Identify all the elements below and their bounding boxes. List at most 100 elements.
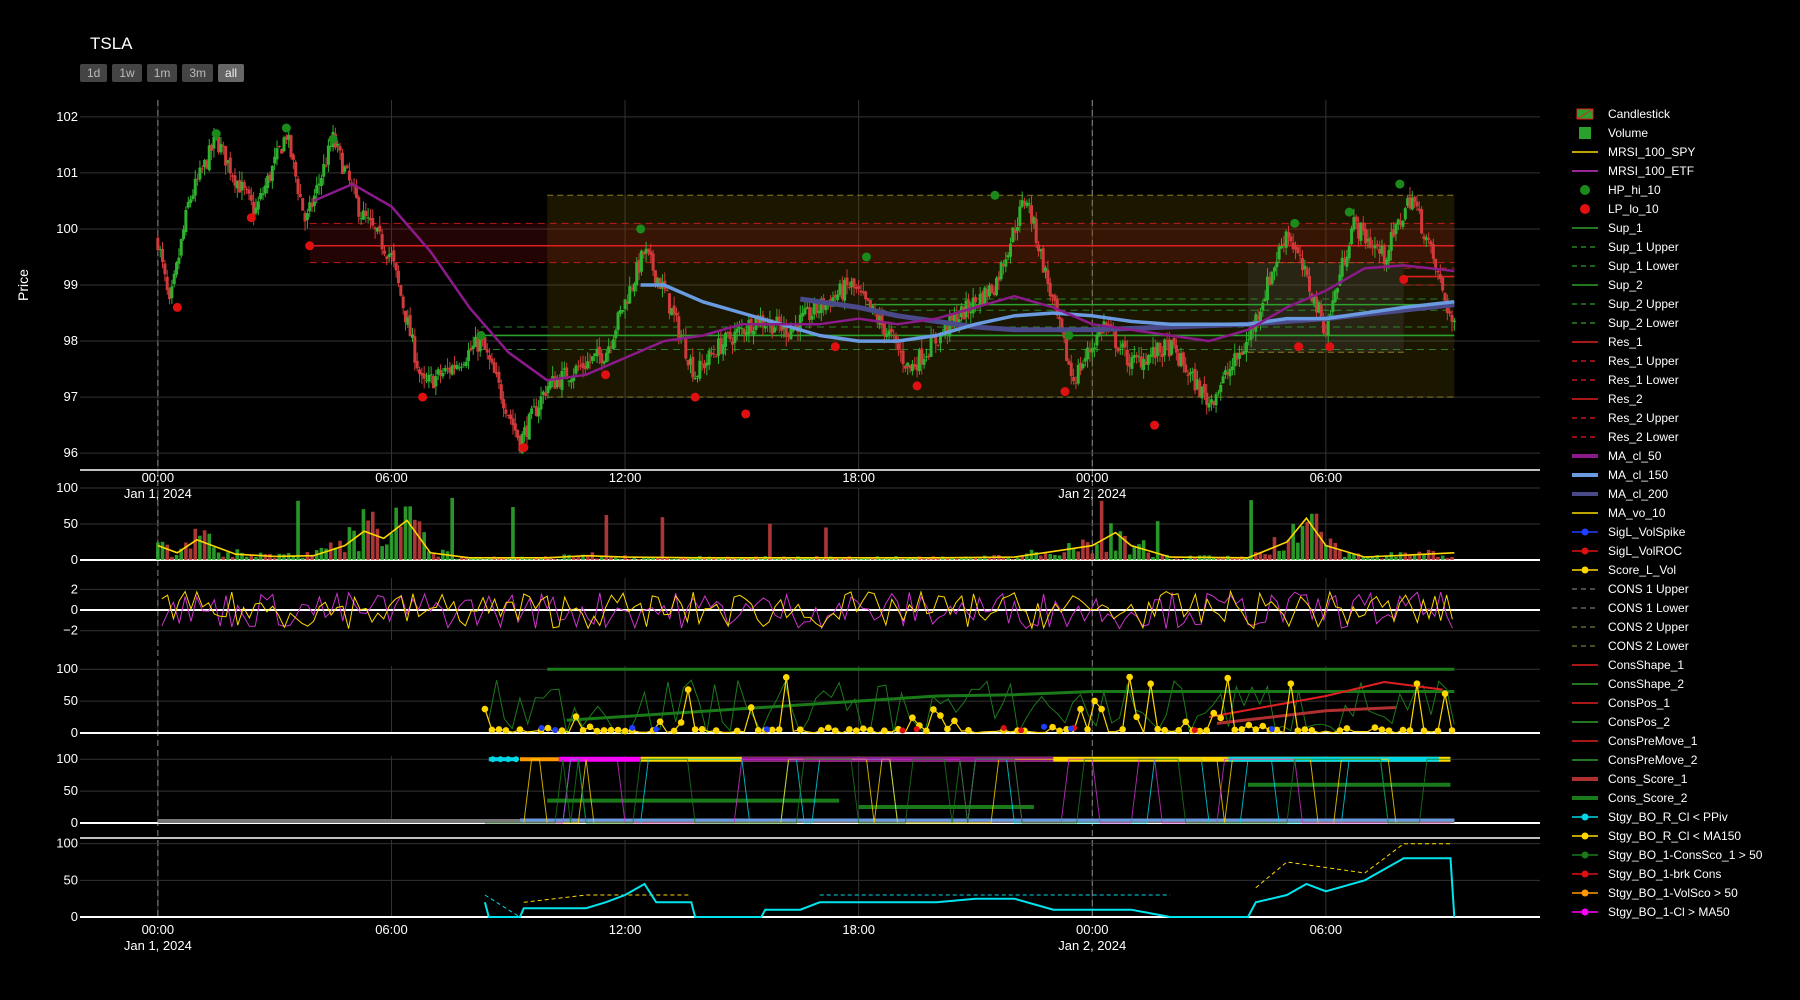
- legend-item[interactable]: ConsPreMove_2: [1572, 750, 1797, 769]
- legend-item[interactable]: SigL_VolROC: [1572, 541, 1797, 560]
- candle-body: [1074, 382, 1078, 384]
- legend-item[interactable]: Res_2 Lower: [1572, 427, 1797, 446]
- x-tick-label: 06:00: [1310, 470, 1343, 485]
- legend-item[interactable]: Res_1 Upper: [1572, 351, 1797, 370]
- legend-item[interactable]: Sup_1 Lower: [1572, 256, 1797, 275]
- candle-body: [1343, 258, 1347, 265]
- candle-body: [1382, 244, 1386, 264]
- legend-item[interactable]: LP_lo_10: [1572, 199, 1797, 218]
- volume-bar: [679, 556, 683, 560]
- candle-body: [172, 273, 176, 285]
- legend-item[interactable]: Cons_Score_2: [1572, 788, 1797, 807]
- candle-body: [1237, 352, 1241, 359]
- legend-item[interactable]: Candlestick: [1572, 104, 1797, 123]
- legend-item[interactable]: ConsPos_1: [1572, 693, 1797, 712]
- range-button-all[interactable]: all: [218, 64, 245, 82]
- candle-body: [1046, 269, 1050, 284]
- candle-body: [843, 280, 847, 301]
- score-l-vol-marker: [860, 725, 867, 732]
- range-button-3m[interactable]: 3m: [182, 64, 214, 82]
- legend-item[interactable]: Cons_Score_1: [1572, 769, 1797, 788]
- x-tick-date: Jan 1, 2024: [124, 486, 192, 501]
- legend-item[interactable]: MA_cl_200: [1572, 484, 1797, 503]
- legend-item[interactable]: CONS 2 Upper: [1572, 617, 1797, 636]
- volume-bar: [950, 557, 954, 560]
- legend-item[interactable]: Res_1 Lower: [1572, 370, 1797, 389]
- legend-item[interactable]: Res_1: [1572, 332, 1797, 351]
- volume-bar: [758, 559, 763, 560]
- volume-bar: [1282, 550, 1286, 560]
- score-l-vol-marker: [768, 726, 776, 734]
- candle-body: [985, 288, 989, 297]
- legend-item[interactable]: MA_cl_150: [1572, 465, 1797, 484]
- candle-body: [670, 308, 674, 316]
- range-button-1d[interactable]: 1d: [80, 64, 108, 82]
- candle-body: [1408, 196, 1412, 209]
- legend-item[interactable]: MRSI_100_SPY: [1572, 142, 1797, 161]
- candle-body: [1027, 203, 1031, 205]
- candle-body: [420, 372, 424, 376]
- legend-item[interactable]: Stgy_BO_R_Cl < MA150: [1572, 826, 1797, 845]
- legend-item[interactable]: MA_cl_50: [1572, 446, 1797, 465]
- volume-bar: [824, 527, 828, 560]
- legend-swatch: [1572, 528, 1598, 535]
- candle-body: [1413, 197, 1417, 202]
- candle-body: [969, 311, 973, 314]
- candle-body: [623, 299, 627, 310]
- legend-item[interactable]: Sup_2 Lower: [1572, 313, 1797, 332]
- score-l-vol-marker: [1406, 727, 1414, 734]
- candle-body: [221, 145, 225, 147]
- legend-item[interactable]: CONS 1 Lower: [1572, 598, 1797, 617]
- legend-item[interactable]: ConsShape_2: [1572, 674, 1797, 693]
- volume-bar: [646, 557, 651, 560]
- candle-body: [301, 198, 305, 211]
- volume-bar: [1384, 555, 1389, 560]
- legend-item[interactable]: SigL_VolSpike: [1572, 522, 1797, 541]
- candle-body: [628, 286, 632, 304]
- legend-item[interactable]: Volume: [1572, 123, 1797, 142]
- legend-label: Res_2: [1608, 391, 1643, 406]
- volume-bar: [1076, 551, 1081, 560]
- score-l-vol-marker: [817, 727, 825, 734]
- legend-item[interactable]: CONS 1 Upper: [1572, 579, 1797, 598]
- range-button-1w[interactable]: 1w: [112, 64, 142, 82]
- score-l-vol-marker: [1203, 727, 1211, 734]
- score-l-vol-marker: [544, 724, 552, 732]
- candle-body: [324, 165, 328, 167]
- legend-item[interactable]: Res_2 Upper: [1572, 408, 1797, 427]
- volume-bar: [772, 558, 777, 560]
- legend-item[interactable]: Stgy_BO_R_Cl < PPiv: [1572, 807, 1797, 826]
- score-l-vol-marker: [733, 727, 741, 735]
- legend-item[interactable]: ConsPos_2: [1572, 712, 1797, 731]
- legend-item[interactable]: Res_2: [1572, 389, 1797, 408]
- legend-item[interactable]: Stgy_BO_1-Cl > MA50: [1572, 902, 1797, 921]
- legend-swatch: [1572, 340, 1598, 343]
- volume-bar: [1394, 556, 1398, 560]
- legend-item[interactable]: CONS 2 Lower: [1572, 636, 1797, 655]
- legend-item[interactable]: Sup_2: [1572, 275, 1797, 294]
- legend-swatch: [1580, 184, 1590, 195]
- legend-item[interactable]: MA_vo_10: [1572, 503, 1797, 522]
- candle-body: [1322, 317, 1326, 334]
- candle-body: [649, 251, 653, 255]
- legend-item[interactable]: Sup_1 Upper: [1572, 237, 1797, 256]
- range-button-1m[interactable]: 1m: [146, 64, 178, 82]
- legend-item[interactable]: ConsPreMove_1: [1572, 731, 1797, 750]
- score-l-vol-marker: [853, 727, 860, 735]
- legend-item[interactable]: Sup_1: [1572, 218, 1797, 237]
- legend-item[interactable]: MRSI_100_ETF: [1572, 161, 1797, 180]
- legend-item[interactable]: Stgy_BO_1-VolSco > 50: [1572, 883, 1797, 902]
- legend-item[interactable]: Sup_2 Upper: [1572, 294, 1797, 313]
- legend-item[interactable]: Score_L_Vol: [1572, 560, 1797, 579]
- legend-item[interactable]: ConsShape_1: [1572, 655, 1797, 674]
- candle-body: [562, 368, 566, 370]
- score-l-vol-marker: [944, 725, 951, 733]
- candle-body: [763, 325, 767, 329]
- score-l-vol-marker: [698, 726, 706, 733]
- legend-item[interactable]: Stgy_BO_1-brk Cons: [1572, 864, 1797, 883]
- candle-body: [1427, 238, 1431, 240]
- volume-bar: [1361, 556, 1366, 560]
- legend-item[interactable]: Stgy_BO_1-ConsSco_1 > 50: [1572, 845, 1797, 864]
- legend-item[interactable]: HP_hi_10: [1572, 180, 1797, 199]
